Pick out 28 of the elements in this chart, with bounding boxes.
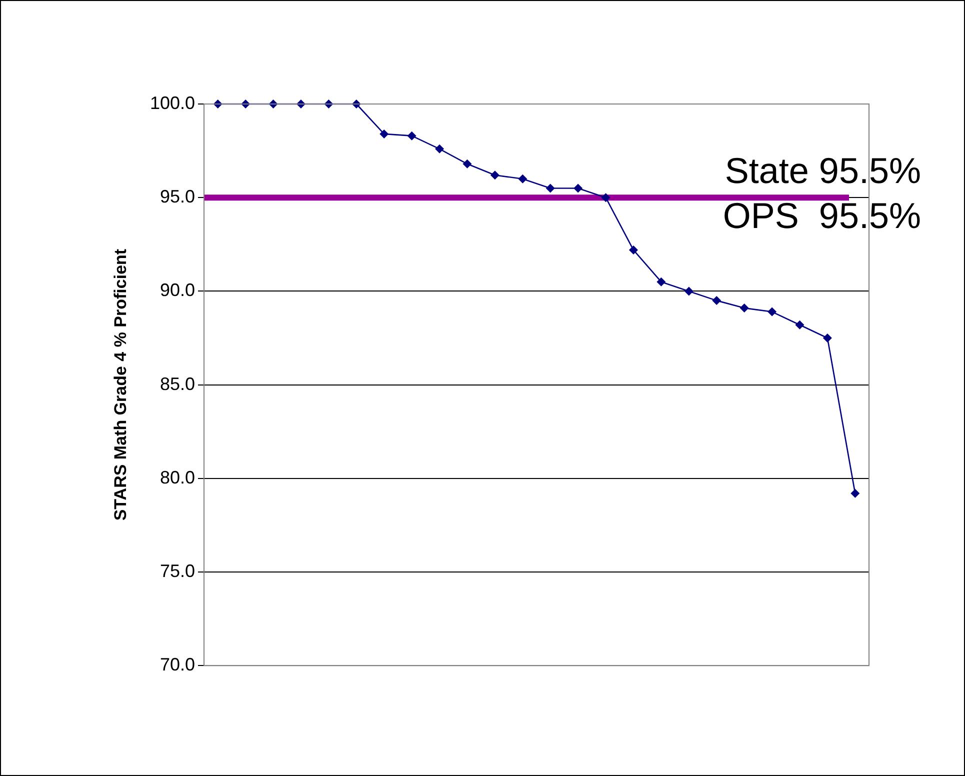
y-tick-label: 80.0 [160, 467, 195, 488]
point [628, 246, 638, 255]
point [822, 334, 832, 342]
y-axis-title: STARS Math Grade 4 % Proficient [110, 248, 130, 521]
point [795, 320, 804, 330]
point [407, 131, 416, 140]
annotation: State 95.5% [724, 150, 921, 191]
y-tick-label: 100.0 [150, 92, 195, 113]
point [462, 159, 472, 168]
annotation: OPS 95.5% [722, 195, 921, 236]
point [850, 488, 860, 498]
point [740, 304, 749, 313]
point [712, 296, 722, 306]
point [380, 129, 389, 138]
point [546, 184, 555, 193]
y-tick-label: 95.0 [160, 186, 195, 207]
y-tick-label: 75.0 [160, 560, 195, 581]
y-tick-label: 85.0 [160, 374, 195, 394]
point [684, 286, 694, 296]
point [768, 307, 777, 316]
y-tick-label: 90.0 [160, 280, 195, 300]
y-tick-label: 70.0 [160, 654, 195, 675]
point [518, 174, 528, 184]
point [601, 193, 610, 202]
point [490, 170, 500, 180]
point [574, 184, 583, 193]
point [656, 277, 666, 286]
point [435, 144, 444, 154]
